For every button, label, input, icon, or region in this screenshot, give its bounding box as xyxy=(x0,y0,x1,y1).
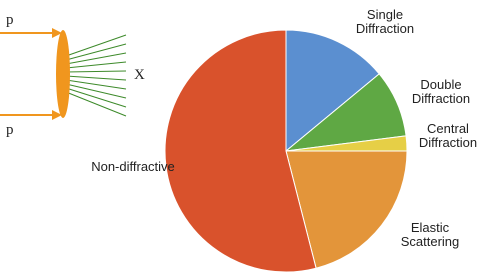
fan-line xyxy=(66,76,126,80)
fan-line xyxy=(66,71,126,72)
fan-line xyxy=(66,80,126,89)
slice-label: Central Diffraction xyxy=(403,122,487,150)
beam-label: p xyxy=(6,122,14,138)
slice-label: Elastic Scattering xyxy=(385,221,475,249)
final-state-label: X xyxy=(134,67,145,83)
slice-label: Non-diffractive xyxy=(88,160,178,174)
fan-line xyxy=(66,35,126,56)
beam-label: p xyxy=(6,12,14,28)
slice-label: Single Diffraction xyxy=(340,8,430,36)
collision-blob xyxy=(56,30,70,118)
fan-line xyxy=(66,44,126,60)
slice-label: Double Diffraction xyxy=(396,78,486,106)
diagram: p p X xyxy=(0,12,145,138)
fan-lines xyxy=(66,35,126,116)
fan-line xyxy=(66,62,126,68)
fan-line xyxy=(66,53,126,64)
page: p p X Single Diffraction Double Diffracti… xyxy=(0,0,487,275)
pie xyxy=(165,30,407,272)
